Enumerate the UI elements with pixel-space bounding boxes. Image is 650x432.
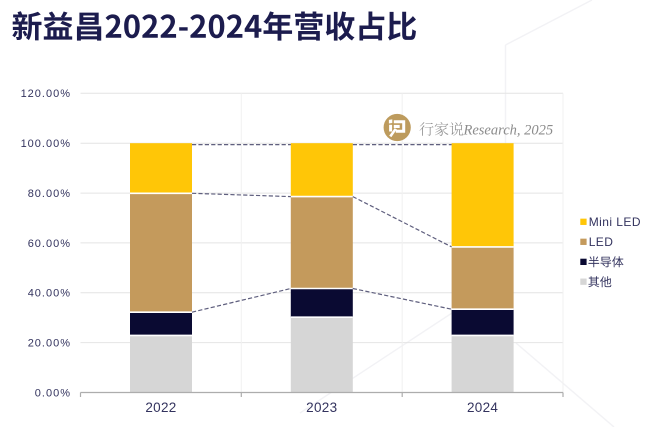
svg-text:Mini LED: Mini LED	[589, 215, 641, 229]
svg-text:100.00%: 100.00%	[21, 138, 71, 150]
svg-text:20.00%: 20.00%	[28, 338, 71, 350]
svg-text:Research, 2025: Research, 2025	[463, 123, 554, 139]
svg-text:0.00%: 0.00%	[35, 387, 71, 399]
svg-text:LED: LED	[589, 235, 614, 249]
svg-text:60.00%: 60.00%	[28, 238, 71, 250]
svg-text:2024: 2024	[467, 400, 498, 415]
svg-text:2023: 2023	[306, 400, 337, 415]
svg-text:120.00%: 120.00%	[21, 88, 71, 100]
svg-text:80.00%: 80.00%	[28, 188, 71, 200]
svg-text:2022: 2022	[145, 400, 176, 415]
svg-text:40.00%: 40.00%	[28, 288, 71, 300]
